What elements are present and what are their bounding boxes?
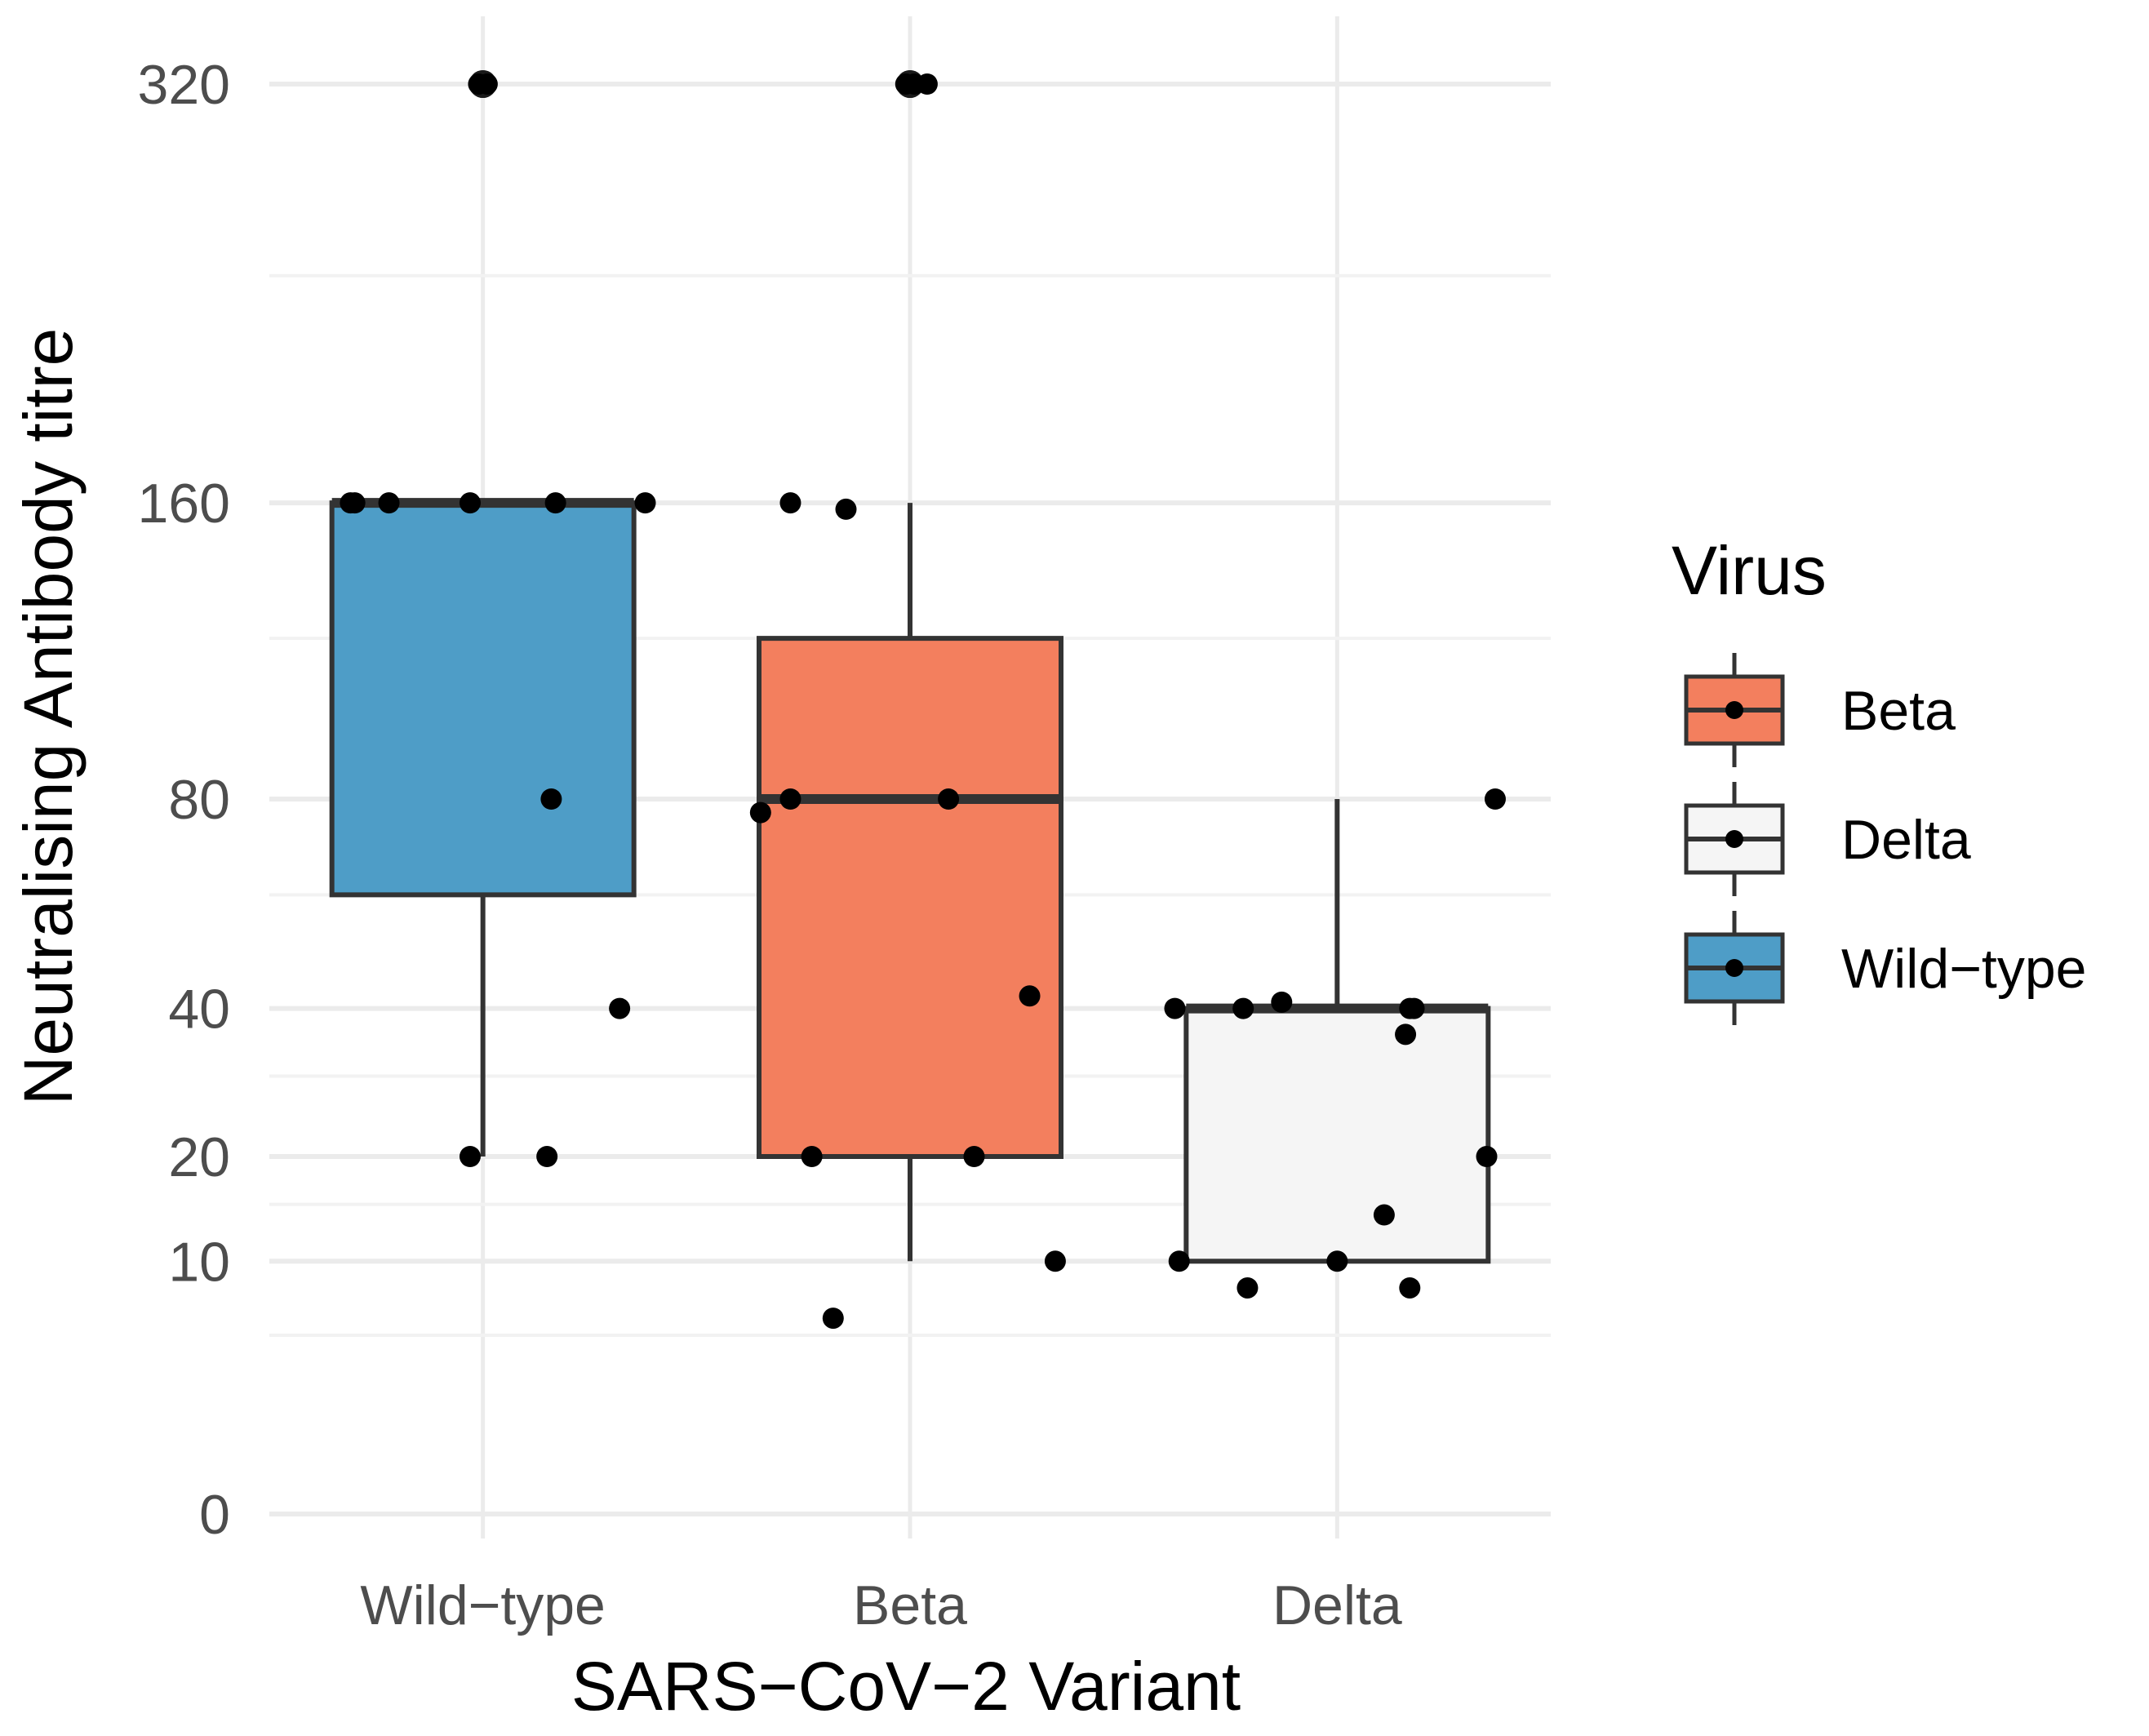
data-point bbox=[1399, 1276, 1421, 1299]
legend-entry: Wild−type bbox=[1684, 911, 2086, 1025]
data-point bbox=[1403, 997, 1425, 1019]
data-points bbox=[340, 73, 1506, 1330]
data-point bbox=[779, 492, 801, 514]
x-tick-label: Beta bbox=[853, 1574, 967, 1636]
data-point bbox=[1373, 1204, 1395, 1226]
data-point bbox=[378, 492, 400, 514]
legend-entry: Delta bbox=[1684, 782, 1971, 896]
y-tick-label: 0 bbox=[199, 1484, 230, 1546]
data-point bbox=[1164, 997, 1186, 1019]
data-point bbox=[1395, 1023, 1417, 1046]
box-rect bbox=[757, 636, 1063, 1159]
data-point bbox=[459, 1146, 481, 1167]
legend: Virus Beta Delta Wild−type bbox=[1672, 532, 2086, 1025]
x-tick-label: Delta bbox=[1272, 1574, 1402, 1636]
legend-label: Beta bbox=[1841, 680, 1956, 742]
y-tick-label: 20 bbox=[168, 1126, 230, 1188]
data-point bbox=[1271, 991, 1293, 1013]
data-point bbox=[916, 73, 938, 95]
data-point bbox=[801, 1146, 823, 1167]
legend-label: Wild−type bbox=[1841, 938, 2086, 1000]
y-tick-label: 80 bbox=[168, 769, 230, 831]
data-point bbox=[1168, 1250, 1190, 1272]
data-point bbox=[536, 1146, 558, 1167]
y-axis-title: Neutralising Antibody titre bbox=[10, 328, 87, 1106]
data-point bbox=[634, 492, 656, 514]
data-point bbox=[1044, 1250, 1066, 1272]
data-point bbox=[540, 788, 562, 810]
data-point bbox=[1326, 1250, 1348, 1272]
data-point bbox=[779, 788, 801, 810]
data-point bbox=[822, 1308, 844, 1330]
data-point bbox=[1237, 1276, 1259, 1299]
data-point bbox=[938, 788, 960, 810]
data-point bbox=[609, 997, 631, 1019]
data-point bbox=[544, 492, 566, 514]
box-rect bbox=[329, 500, 637, 898]
data-point bbox=[749, 801, 771, 824]
legend-key-point bbox=[1725, 830, 1743, 848]
x-tick-label: Wild−type bbox=[360, 1574, 605, 1636]
data-point bbox=[476, 73, 498, 95]
data-point bbox=[459, 492, 481, 514]
box-2 bbox=[1183, 799, 1491, 1264]
legend-key-point bbox=[1725, 701, 1743, 719]
legend-key-point bbox=[1725, 959, 1743, 977]
y-tick-label: 40 bbox=[168, 979, 230, 1041]
data-point bbox=[963, 1146, 985, 1167]
data-point bbox=[1484, 788, 1506, 810]
data-point bbox=[1019, 985, 1041, 1007]
legend-label: Delta bbox=[1841, 809, 1971, 871]
box-1 bbox=[757, 70, 1063, 1262]
data-point bbox=[1476, 1146, 1498, 1167]
y-tick-label: 160 bbox=[138, 473, 230, 535]
box-rect bbox=[1183, 1006, 1491, 1264]
data-point bbox=[1232, 997, 1254, 1019]
x-axis-title: SARS−CoV−2 Variant bbox=[571, 1648, 1241, 1725]
legend-title: Virus bbox=[1672, 532, 1827, 609]
data-point bbox=[344, 492, 366, 514]
y-tick-label: 10 bbox=[168, 1231, 230, 1293]
legend-entry: Beta bbox=[1684, 653, 1956, 767]
axes: 0 10 20 40 80 160 320 Wild−type Beta Delta bbox=[138, 54, 1402, 1636]
y-tick-label: 320 bbox=[138, 54, 230, 116]
data-point bbox=[835, 498, 857, 520]
